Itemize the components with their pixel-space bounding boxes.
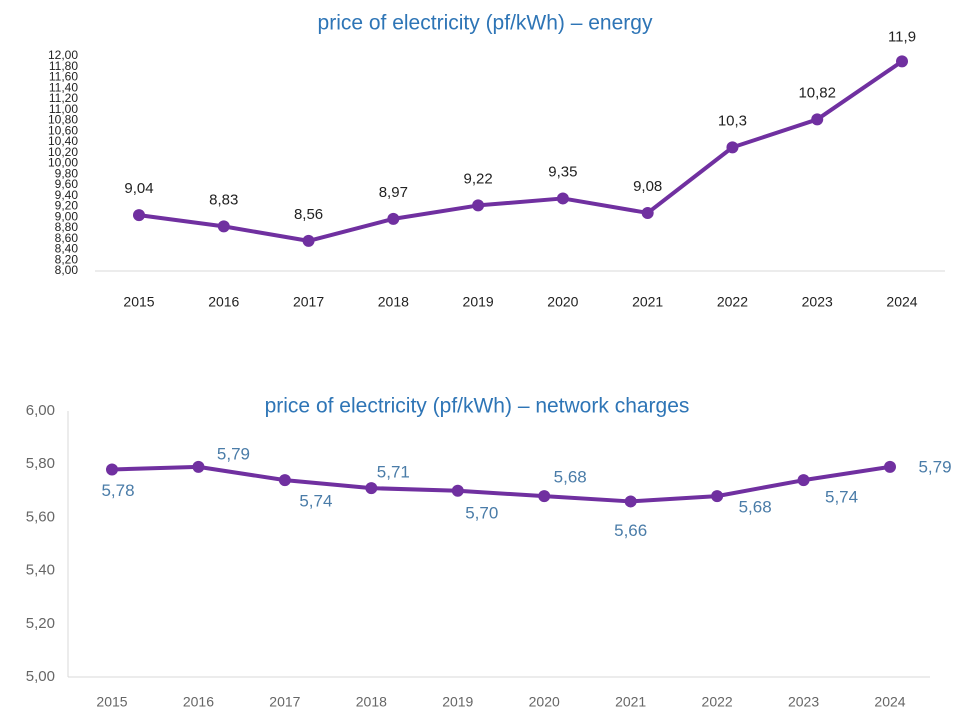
point xyxy=(451,484,464,497)
y-tick-label: 12,00 xyxy=(48,48,78,62)
y-tick-label: 5,20 xyxy=(26,615,55,632)
x-tick-label: 2021 xyxy=(615,694,646,710)
data-label: 5,74 xyxy=(299,492,332,511)
x-tick-label: 2019 xyxy=(463,294,494,310)
point xyxy=(896,55,908,68)
data-label: 8,56 xyxy=(294,206,323,223)
data-label: 5,68 xyxy=(739,498,772,517)
point xyxy=(884,460,896,473)
y-tick-label: 10,80 xyxy=(48,113,78,127)
x-tick-label: 2023 xyxy=(802,294,833,310)
x-tick-label: 2017 xyxy=(269,694,300,710)
x-tick-label: 2022 xyxy=(702,694,733,710)
data-label: 5,66 xyxy=(614,521,647,540)
x-tick-label: 2020 xyxy=(547,294,578,310)
point xyxy=(106,463,118,476)
y-tick-label: 8,80 xyxy=(55,220,79,234)
y-tick-label: 11,40 xyxy=(49,80,78,94)
chart-title: price of electricity (pf/kWh) – energy xyxy=(318,12,653,35)
x-tick-label: 2022 xyxy=(717,294,748,310)
y-tick-label: 9,60 xyxy=(55,177,79,191)
x-tick-label: 2024 xyxy=(874,694,905,710)
x-tick-label: 2015 xyxy=(96,694,127,710)
y-tick-label: 5,00 xyxy=(26,668,55,685)
y-tick-label: 8,00 xyxy=(55,263,79,277)
y-tick-label: 11,80 xyxy=(49,59,78,73)
data-label: 10,82 xyxy=(798,84,836,101)
point xyxy=(556,192,569,205)
x-tick-label: 2016 xyxy=(183,694,214,710)
data-label: 5,74 xyxy=(825,488,858,507)
point xyxy=(472,199,485,212)
point xyxy=(217,220,230,233)
y-tick-label: 9,20 xyxy=(55,199,79,213)
data-label: 5,79 xyxy=(217,444,250,463)
x-tick-label: 2016 xyxy=(208,294,239,310)
point xyxy=(726,141,739,154)
y-tick-label: 9,80 xyxy=(55,166,79,180)
data-label: 8,83 xyxy=(209,191,238,208)
y-tick-label: 11,20 xyxy=(49,91,78,105)
y-tick-label: 10,40 xyxy=(48,134,78,148)
y-tick-label: 9,00 xyxy=(55,209,79,223)
data-label: 9,22 xyxy=(464,170,493,187)
point xyxy=(133,209,145,222)
y-tick-label: 6,00 xyxy=(26,402,55,419)
x-tick-label: 2021 xyxy=(632,294,663,310)
data-label: 5,68 xyxy=(554,468,587,487)
data-label: 5,71 xyxy=(377,463,410,482)
y-tick-label: 8,40 xyxy=(55,242,79,256)
point xyxy=(365,482,378,495)
x-tick-label: 2023 xyxy=(788,694,819,710)
point xyxy=(797,474,810,487)
point xyxy=(711,490,724,503)
x-tick-label: 2018 xyxy=(378,294,409,310)
point xyxy=(811,113,824,126)
y-tick-label: 11,00 xyxy=(49,102,78,116)
point xyxy=(387,212,400,225)
point xyxy=(641,206,654,219)
y-tick-label: 10,60 xyxy=(48,123,78,137)
point xyxy=(192,460,205,473)
data-label: 5,78 xyxy=(101,481,134,500)
point xyxy=(278,474,291,487)
y-tick-label: 8,60 xyxy=(55,231,79,245)
x-tick-label: 2017 xyxy=(293,294,324,310)
x-tick-label: 2018 xyxy=(356,694,387,710)
chart-title: price of electricity (pf/kWh) – network … xyxy=(265,395,690,418)
point xyxy=(624,495,637,508)
data-label: 11,9 xyxy=(888,28,916,45)
x-tick-label: 2020 xyxy=(529,694,560,710)
point xyxy=(538,490,551,503)
data-label: 9,08 xyxy=(633,178,662,195)
y-tick-label: 10,00 xyxy=(48,156,78,170)
y-tick-label: 5,60 xyxy=(26,508,55,525)
x-tick-label: 2019 xyxy=(442,694,473,710)
y-tick-label: 5,80 xyxy=(26,455,55,472)
y-tick-label: 10,20 xyxy=(48,145,78,159)
y-tick-label: 8,20 xyxy=(55,252,79,266)
data-label: 5,79 xyxy=(918,457,951,476)
data-label: 10,3 xyxy=(718,112,747,129)
y-tick-label: 9,40 xyxy=(55,188,79,202)
data-label: 5,70 xyxy=(465,503,498,522)
line xyxy=(138,59,904,243)
point xyxy=(302,234,315,247)
data-label: 8,97 xyxy=(379,184,408,201)
x-tick-label: 2024 xyxy=(886,294,917,310)
y-tick-label: 11,60 xyxy=(49,70,78,84)
x-tick-label: 2015 xyxy=(123,294,154,310)
data-label: 9,04 xyxy=(124,180,153,197)
y-tick-label: 5,40 xyxy=(26,562,55,579)
data-label: 9,35 xyxy=(548,163,577,180)
line xyxy=(111,464,891,504)
